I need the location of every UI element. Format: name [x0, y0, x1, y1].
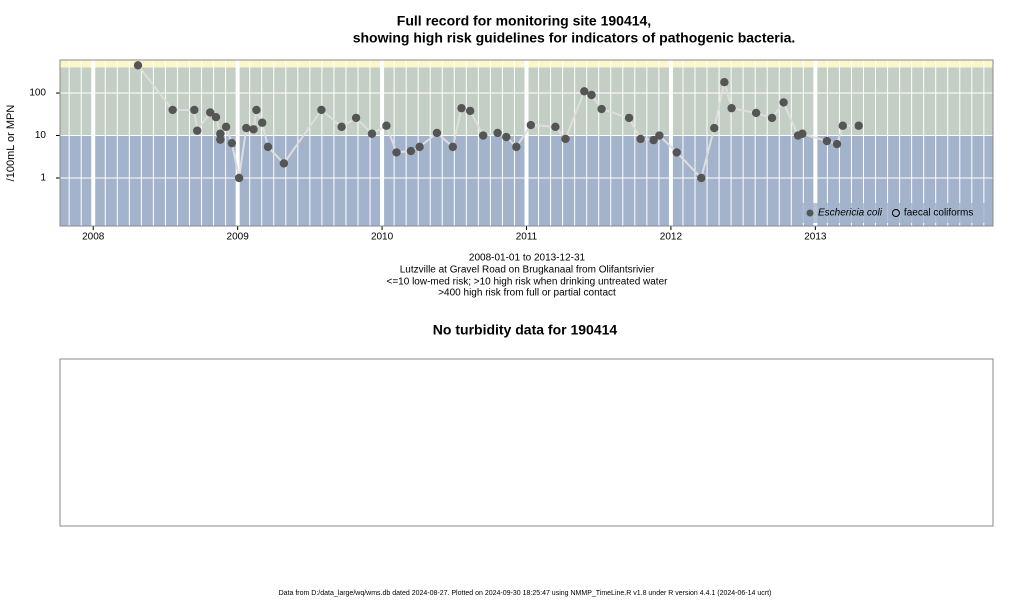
data-point [779, 98, 788, 107]
data-point [252, 105, 261, 115]
data-point [767, 113, 777, 123]
data-point [337, 122, 346, 132]
subtitle-line: <=10 low-med risk; >10 high risk when dr… [387, 277, 669, 288]
data-point [216, 129, 225, 138]
data-point [263, 142, 273, 152]
legend-label: Eschericia coli [818, 208, 883, 219]
data-point [649, 135, 658, 145]
data-point [206, 108, 215, 117]
y-tick-label: 10 [35, 130, 47, 141]
data-point [257, 118, 267, 127]
data-point [672, 148, 681, 157]
x-tick-label: 2012 [660, 232, 683, 243]
data-point [221, 122, 231, 132]
empty-panel [59, 358, 994, 527]
subtitle-line: Lutzville at Gravel Road on Brugkanaal f… [400, 265, 655, 276]
data-point [838, 121, 847, 130]
data-point [242, 123, 251, 133]
data-point [655, 131, 664, 140]
data-point [526, 120, 536, 130]
data-point [457, 103, 466, 113]
data-point [392, 148, 401, 157]
data-point [727, 103, 736, 113]
data-point [561, 134, 570, 144]
data-point [193, 126, 202, 135]
empty-panel-title: No turbidity data for 190414 [433, 322, 618, 338]
data-point [234, 173, 244, 183]
data-point [597, 104, 606, 114]
title-line: Full record for monitoring site 190414, [397, 13, 651, 29]
data-point [133, 61, 143, 70]
data-point [822, 136, 832, 146]
x-tick-label: 2008 [82, 232, 105, 243]
data-point [710, 123, 719, 133]
data-point [211, 112, 221, 122]
x-tick-label: 2011 [516, 232, 538, 243]
data-point [351, 113, 361, 123]
data-point [512, 142, 521, 152]
data-point [587, 90, 596, 100]
legend-marker [891, 209, 900, 217]
data-point [216, 135, 225, 144]
data-point [415, 142, 424, 152]
data-point [382, 121, 391, 130]
y-tick-label: 100 [29, 88, 46, 99]
data-point [502, 132, 511, 142]
data-point [465, 106, 475, 116]
data-point [406, 146, 416, 156]
title-line: showing high risk guidelines for indicat… [353, 30, 796, 46]
legend-marker [806, 209, 814, 217]
legend-box [802, 203, 988, 223]
data-point [227, 138, 237, 148]
data-point [249, 125, 258, 134]
data-point [832, 139, 842, 149]
x-tick-label: 2010 [371, 232, 394, 243]
data-point [720, 78, 729, 87]
subtitle-line: >400 high risk from full or partial cont… [438, 288, 616, 299]
y-axis-label: /100mL or MPN [5, 105, 17, 182]
data-point [168, 105, 177, 115]
data-point [317, 105, 326, 115]
data-point [478, 131, 488, 140]
x-tick-label: 2013 [804, 232, 827, 243]
data-point [697, 173, 706, 183]
data-point [190, 105, 199, 115]
data-point [279, 159, 289, 168]
data-point [448, 142, 458, 152]
data-point [798, 129, 807, 138]
data-point [580, 87, 589, 96]
plot-frame [59, 59, 994, 227]
data-point [854, 121, 863, 130]
data-point [751, 108, 761, 118]
y-tick-label: 1 [40, 173, 46, 184]
x-tick-label: 2009 [227, 232, 250, 243]
subtitle-line: 2008-01-01 to 2013-12-31 [469, 253, 586, 264]
data-point [551, 122, 560, 132]
data-point [624, 113, 634, 123]
data-point [367, 129, 377, 138]
footer: Data from D:/data_large/wq/wms.db dated … [279, 590, 772, 597]
legend-label: faecal coliforms [904, 208, 973, 219]
data-point [493, 128, 502, 138]
data-point [636, 134, 645, 144]
data-point [432, 128, 442, 138]
